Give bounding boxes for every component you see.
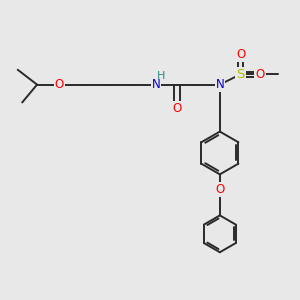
Text: O: O <box>236 48 245 62</box>
Text: S: S <box>236 68 245 81</box>
Text: O: O <box>172 102 182 115</box>
Text: O: O <box>55 78 64 91</box>
Text: O: O <box>255 68 265 81</box>
Text: H: H <box>157 71 166 81</box>
Text: O: O <box>215 183 224 196</box>
Text: N: N <box>215 78 224 91</box>
Text: N: N <box>152 78 160 91</box>
